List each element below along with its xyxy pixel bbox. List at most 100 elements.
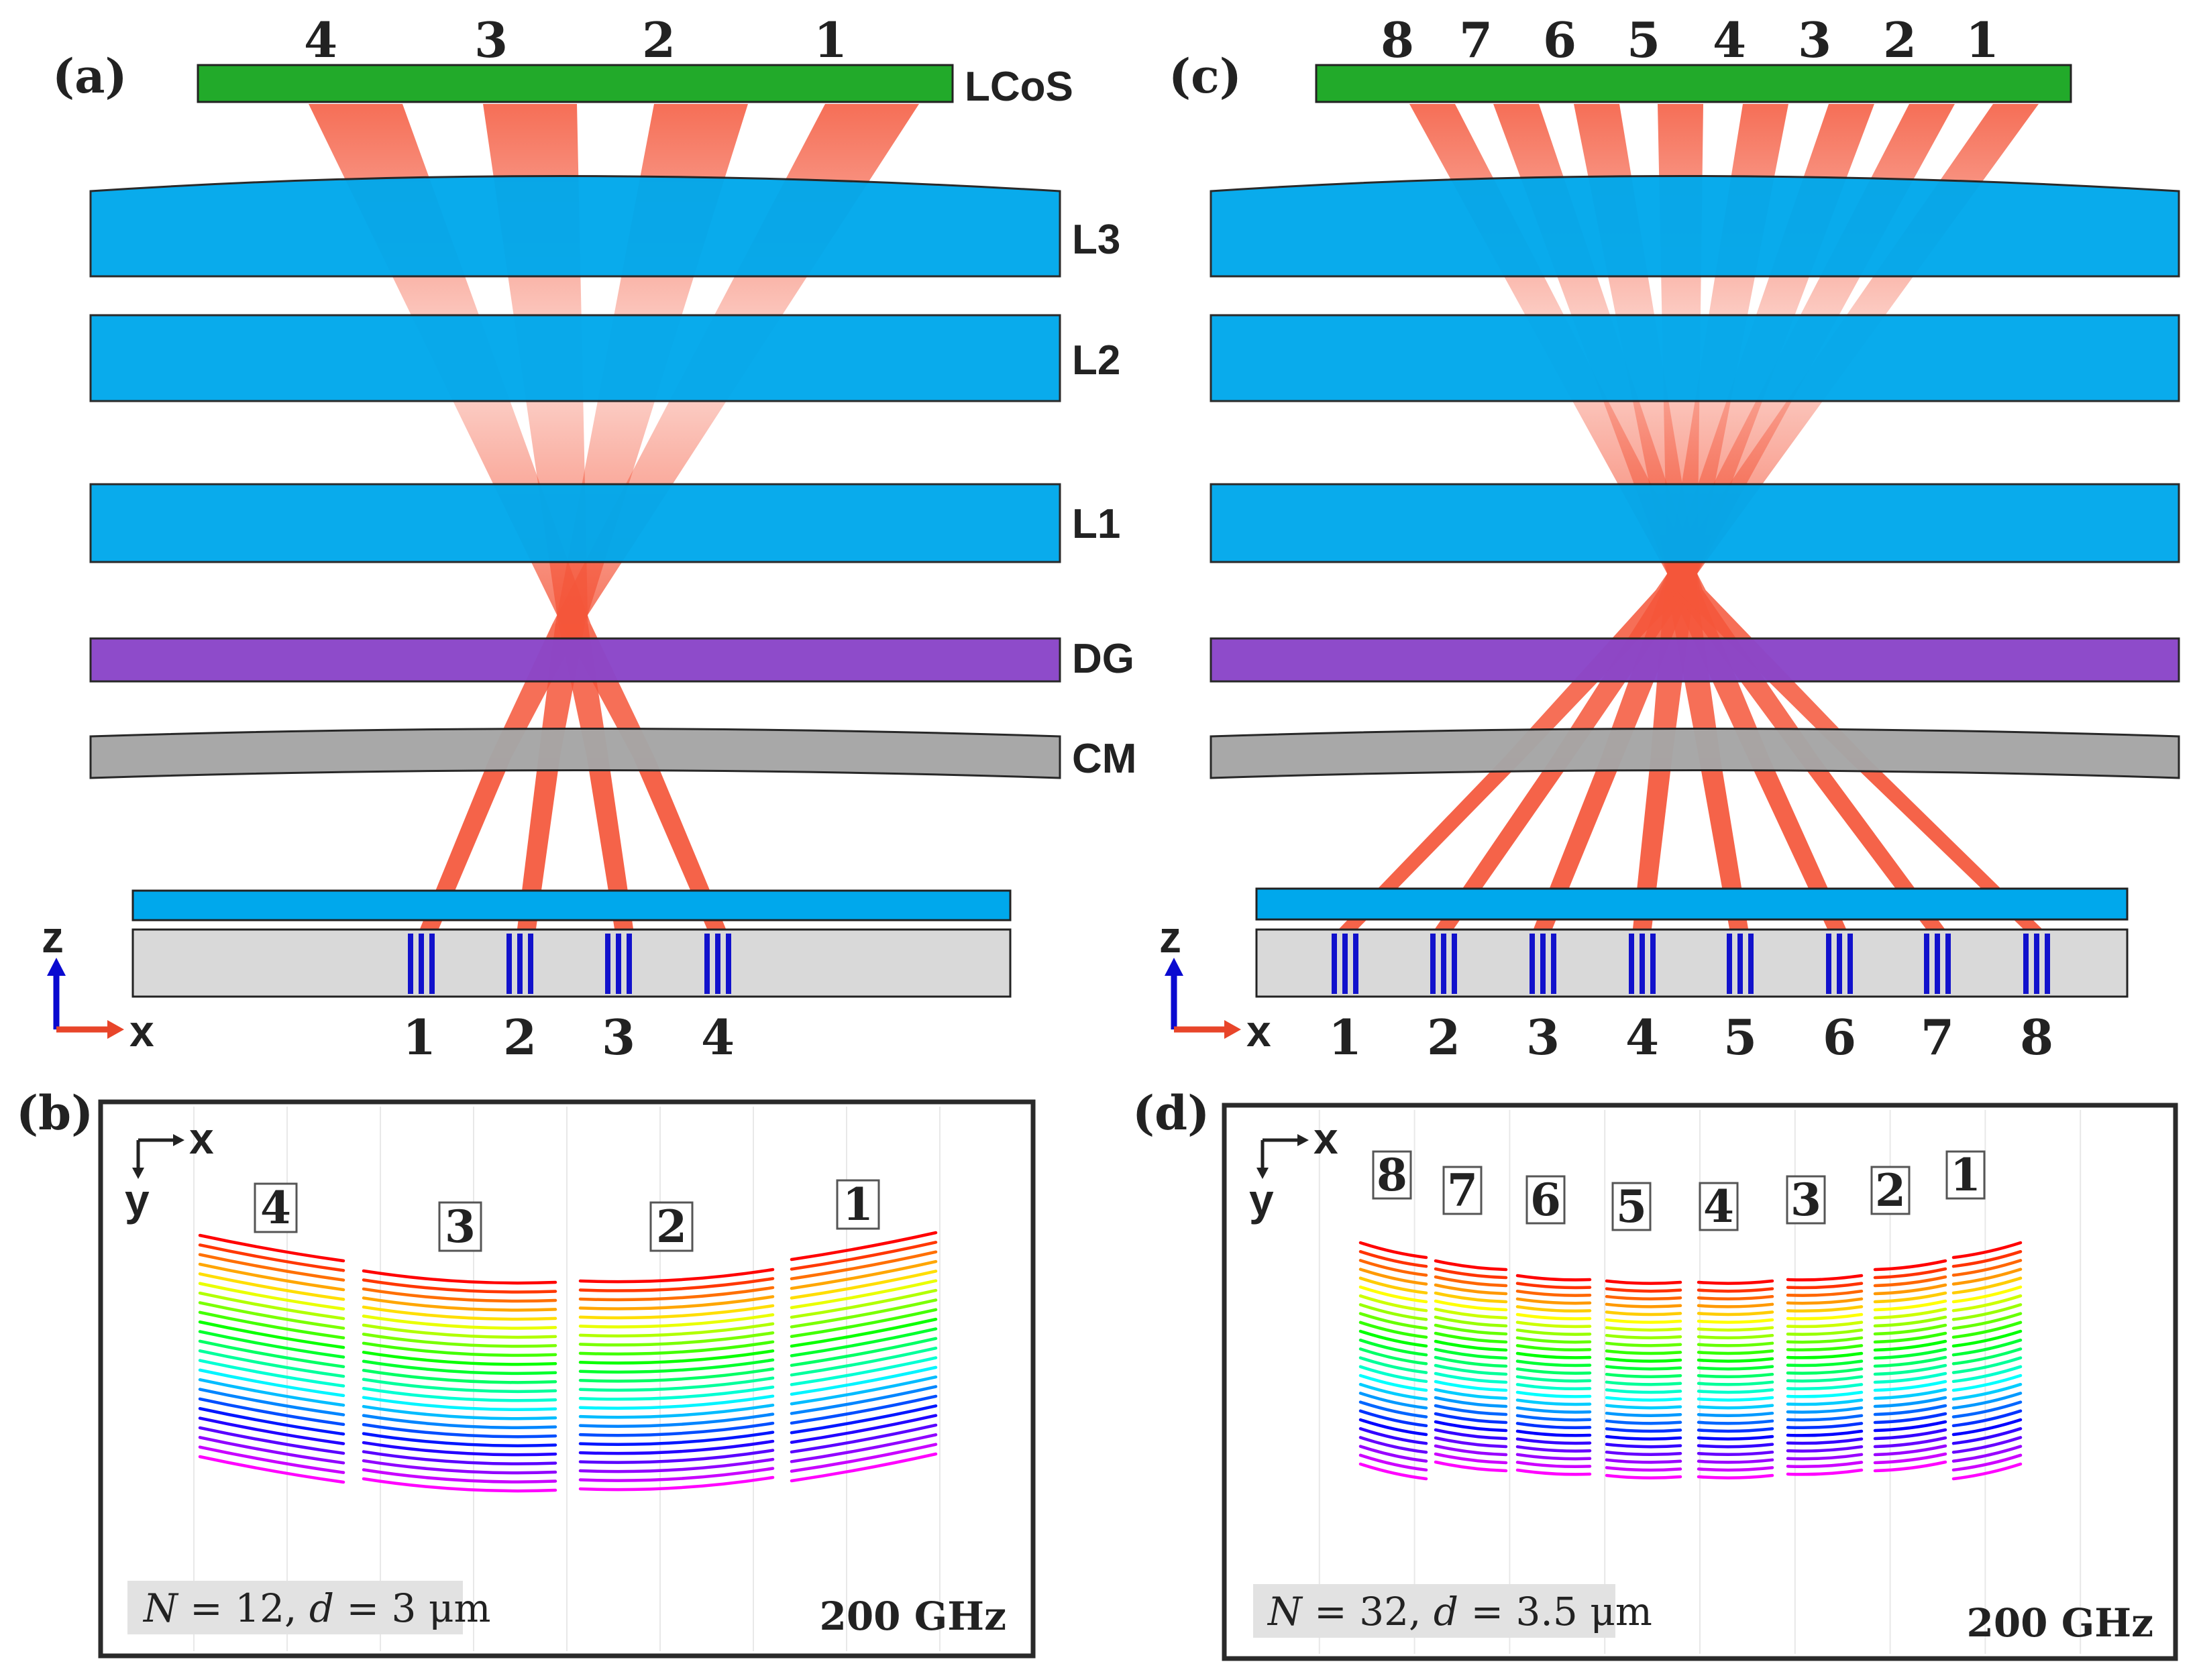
d-group-4-spectral-line-12 (1697, 1365, 1774, 1371)
d-group-4-spectral-line-11 (1697, 1357, 1774, 1363)
dg-label-a: DG (1072, 636, 1134, 682)
d-group-3-spectral-line-17 (1786, 1398, 1864, 1406)
d-group-2-spectral-line-1 (1873, 1259, 1947, 1272)
panel-b: (b) x y 4 3 2 1 N = 12, d = 3 μm 200 GHz (16, 1085, 1036, 1659)
d-group-8-spectral-line-23 (1358, 1436, 1428, 1454)
a-waveguide-1-3 (429, 934, 435, 994)
d-group-4-spectral-line-2 (1697, 1287, 1774, 1293)
d-group-8-spectral-line-6 (1358, 1285, 1428, 1304)
d-group-3-spectral-line-12 (1786, 1359, 1864, 1367)
b-group-3-spectral-line-22 (362, 1459, 557, 1475)
a-beam-lower-4 (633, 758, 726, 929)
b-group-4-spectral-line-9 (198, 1310, 345, 1340)
bottom-num-a-1: 1 (403, 1009, 436, 1066)
d-group-7-spectral-line-9 (1434, 1323, 1508, 1336)
b-group-1-spectral-line-17 (790, 1385, 938, 1415)
b-group-3-spectral-line-5 (362, 1305, 557, 1321)
d-group-3-spectral-line-25 (1786, 1461, 1864, 1469)
b-group-4-spectral-line-14 (198, 1359, 345, 1388)
d-group-label-1: 1 (1950, 1149, 1981, 1201)
lens-l2-a (89, 314, 1061, 402)
d-group-5-spectral-line-18 (1605, 1411, 1682, 1418)
d-group-1-spectral-line-5 (1951, 1276, 2023, 1295)
param-box-d (1253, 1584, 1615, 1638)
b-group-1-spectral-line-14 (790, 1356, 938, 1386)
d-group-3-spectral-line-8 (1786, 1328, 1864, 1336)
d-group-label-box-8 (1372, 1150, 1412, 1200)
d-group-7-spectral-line-4 (1434, 1283, 1508, 1296)
spectra-d (1358, 1241, 2023, 1481)
b-group-2-spectral-line-16 (578, 1403, 775, 1419)
d-group-3-spectral-line-3 (1786, 1289, 1864, 1297)
d-group-5-spectral-line-4 (1605, 1302, 1682, 1308)
b-group-1-spectral-line-9 (790, 1308, 938, 1339)
d-group-5-spectral-line-9 (1605, 1341, 1682, 1347)
b-group-4-spectral-line-20 (198, 1416, 345, 1445)
d-group-8-spectral-line-25 (1358, 1453, 1428, 1472)
d-group-8-spectral-line-9 (1358, 1312, 1428, 1330)
panel-c: (c) 8 7 6 5 4 3 2 1 1 2 3 4 5 6 7 8 z (1159, 11, 2180, 1066)
b-group-2-spectral-line-8 (578, 1331, 775, 1347)
a-waveguide-3-2 (616, 934, 621, 994)
d-group-6-spectral-line-12 (1515, 1359, 1592, 1367)
c-waveguide-1-3 (1353, 934, 1358, 994)
bottom-num-a-3: 3 (602, 1009, 635, 1066)
b-group-4-spectral-line-15 (198, 1368, 345, 1398)
d-group-2-spectral-line-25 (1873, 1452, 1947, 1465)
top-num-c-1: 1 (1966, 11, 1999, 68)
d-group-8-spectral-line-4 (1358, 1268, 1428, 1286)
lens-l1-a (89, 483, 1061, 563)
d-group-8-spectral-line-12 (1358, 1338, 1428, 1357)
d-group-1-spectral-line-26 (1951, 1462, 2023, 1481)
d-group-4-spectral-line-6 (1697, 1318, 1774, 1324)
d-group-1-spectral-line-14 (1951, 1356, 2023, 1374)
l1-label-a: L1 (1072, 501, 1120, 547)
d-group-6-spectral-line-10 (1515, 1344, 1592, 1352)
b-group-1-spectral-line-15 (790, 1365, 938, 1396)
b-group-4-spectral-line-10 (198, 1320, 345, 1349)
d-group-4-spectral-line-21 (1697, 1435, 1774, 1441)
b-group-1-spectral-line-7 (790, 1288, 938, 1319)
d-group-6-spectral-line-24 (1515, 1453, 1592, 1461)
b-group-3-spectral-line-9 (362, 1341, 557, 1357)
d-group-label-2: 2 (1875, 1164, 1906, 1217)
d-group-7-spectral-line-1 (1434, 1259, 1508, 1272)
b-group-3-spectral-line-11 (362, 1359, 557, 1376)
c-beam-lower-2 (1435, 758, 1573, 929)
b-group-1-spectral-line-18 (790, 1394, 938, 1425)
b-group-2-spectral-line-15 (578, 1394, 775, 1410)
b-group-3-spectral-line-23 (362, 1468, 557, 1483)
d-group-6-spectral-line-26 (1515, 1468, 1592, 1476)
d-group-5-spectral-line-25 (1605, 1466, 1682, 1472)
b-group-3-spectral-line-16 (362, 1404, 557, 1420)
top-num-a-1: 1 (814, 11, 847, 68)
b-group-3-spectral-line-2 (362, 1278, 557, 1294)
d-group-7-spectral-line-18 (1434, 1396, 1508, 1408)
d-group-3-spectral-line-15 (1786, 1383, 1864, 1391)
d-group-8-spectral-line-20 (1358, 1409, 1428, 1428)
d-group-2-spectral-line-24 (1873, 1444, 1947, 1457)
b-group-3-spectral-line-24 (362, 1477, 557, 1493)
d-group-5-spectral-line-6 (1605, 1318, 1682, 1324)
b-group-4-spectral-line-18 (198, 1397, 345, 1426)
d-group-2-spectral-line-19 (1873, 1404, 1947, 1416)
b-group-4-spectral-line-7 (198, 1291, 345, 1321)
b-group-2-spectral-line-2 (578, 1277, 775, 1292)
d-group-4-spectral-line-9 (1697, 1341, 1774, 1347)
grating-dg-c (1210, 637, 2180, 683)
d-group-7-spectral-line-8 (1434, 1315, 1508, 1328)
d-group-5-spectral-line-15 (1605, 1388, 1682, 1394)
param-box-b (127, 1581, 463, 1634)
d-group-label-4: 4 (1703, 1180, 1734, 1233)
c-waveguide-8-1 (2023, 934, 2029, 994)
d-group-2-spectral-line-7 (1873, 1307, 1947, 1320)
d-group-3-spectral-line-1 (1786, 1274, 1864, 1282)
d-group-2-spectral-line-18 (1873, 1396, 1947, 1408)
d-group-2-spectral-line-14 (1873, 1363, 1947, 1376)
d-group-1-spectral-line-21 (1951, 1418, 2023, 1437)
b-group-1-spectral-line-24 (790, 1452, 938, 1483)
d-group-8-spectral-line-11 (1358, 1329, 1428, 1348)
d-group-4-spectral-line-20 (1697, 1427, 1774, 1433)
top-num-c-3: 3 (1798, 11, 1831, 68)
